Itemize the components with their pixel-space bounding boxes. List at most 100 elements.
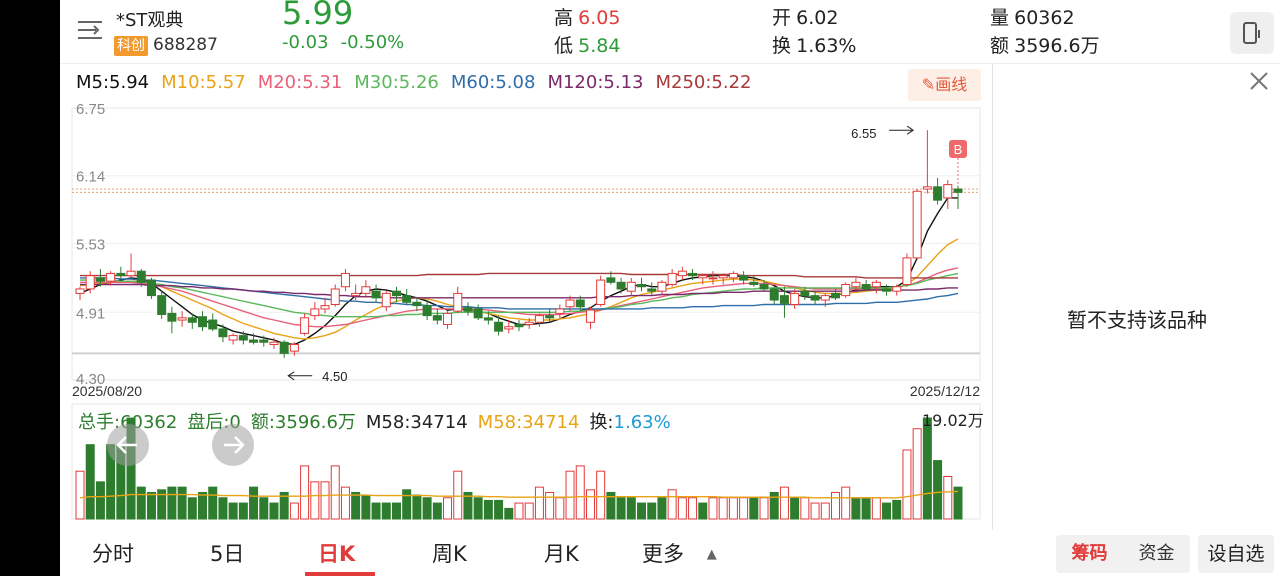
candle-body — [749, 281, 759, 286]
candle-body — [228, 335, 238, 341]
candle-body — [167, 312, 177, 322]
volume-bar — [494, 499, 504, 520]
header-divider — [60, 63, 1280, 64]
date-end-label: 2025/12/12 — [910, 383, 980, 399]
candle-body — [269, 341, 279, 345]
candle-body — [739, 275, 749, 281]
ma-legend-item: M20:5.31 — [257, 72, 343, 93]
candle-body — [820, 295, 830, 301]
draw-line-button[interactable]: ✎画线 — [908, 69, 981, 101]
tab-5day[interactable]: 5日 — [210, 542, 245, 566]
candle-body — [718, 275, 728, 279]
volume-bar — [473, 497, 483, 520]
candle-body — [494, 321, 504, 332]
volume-bar — [657, 497, 667, 520]
candle-body — [647, 288, 657, 292]
candle-body — [279, 341, 289, 354]
volume-bar — [146, 491, 156, 520]
volume-bar — [616, 497, 626, 520]
amount-label: 额 — [990, 35, 1010, 57]
ma-legend-item: M30:5.26 — [354, 72, 439, 93]
volume-bar — [238, 502, 248, 520]
volume-bar — [136, 486, 146, 520]
volume-bar — [524, 502, 534, 520]
candle-body — [698, 275, 708, 279]
volume-bar — [871, 497, 881, 520]
tab-monthly-k[interactable]: 月K — [544, 542, 579, 566]
amount-value: 3596.6万 — [1014, 35, 1100, 57]
kline-chart[interactable]: 6.75 6.14 5.53 4.91 4.30 6.55 4.50 B 2025/08/20 2… — [60, 100, 992, 530]
price-tick-label: 4.91 — [76, 305, 105, 322]
menu-icon[interactable] — [76, 16, 104, 44]
candle-body — [902, 257, 912, 286]
candle-body — [351, 292, 361, 297]
phone-button[interactable] — [1230, 12, 1274, 54]
volume-bar — [759, 497, 769, 520]
candle-body — [708, 277, 718, 280]
volume-bar — [453, 470, 463, 520]
volume-bar — [565, 470, 575, 520]
next-arrow-button[interactable] — [212, 424, 254, 466]
volume-bar — [504, 507, 514, 520]
unsupported-message: 暂不支持该品种 — [1067, 308, 1207, 332]
candle-body — [933, 186, 943, 201]
close-icon[interactable] — [1248, 70, 1270, 92]
candle-body — [810, 295, 820, 301]
tab-intraday[interactable]: 分时 — [92, 542, 134, 566]
chip-distribution-button[interactable]: 筹码 — [1071, 543, 1108, 564]
open-label: 开 — [772, 7, 792, 29]
candle-body — [545, 315, 555, 319]
volume-bar — [626, 497, 636, 520]
volume-bar — [340, 486, 350, 520]
tab-daily-k[interactable]: 日K — [318, 542, 356, 566]
volume-bar — [402, 489, 412, 520]
ma-line-m120 — [80, 283, 958, 299]
fund-flow-button[interactable]: 资金 — [1138, 543, 1175, 564]
candle-body — [249, 339, 259, 343]
candle-body — [157, 295, 167, 315]
add-watchlist-button[interactable]: 设自选 — [1198, 535, 1274, 573]
volume-bar — [749, 497, 759, 520]
tab-weekly-k[interactable]: 周K — [432, 542, 467, 566]
candle-body — [514, 323, 524, 328]
candle-body — [187, 317, 197, 323]
candle-body — [198, 316, 208, 328]
pencil-icon: ✎ — [921, 75, 936, 94]
candle-body — [330, 288, 340, 306]
volume-bar — [330, 465, 340, 520]
turnover-label: 换 — [772, 35, 792, 57]
volume-bar — [800, 497, 810, 520]
volume-bar — [882, 502, 892, 520]
candle-body — [238, 335, 248, 341]
phone-icon — [1243, 22, 1260, 44]
volume-bar — [300, 465, 310, 520]
volume-bar — [95, 481, 105, 520]
price-tick-label: 6.75 — [76, 101, 105, 118]
candle-body — [116, 272, 126, 277]
candle-body — [300, 317, 310, 334]
current-price: 5.99 — [282, 0, 354, 32]
volume-ma-line — [79, 490, 959, 499]
bottom-tab-bar: 分时 5日 日K 周K 月K 更多 ▲ 筹码 资金 设自选 — [60, 530, 1280, 576]
volume-bar — [912, 428, 922, 520]
volume-bar — [391, 502, 401, 520]
volume-bar — [545, 491, 555, 520]
stock-app: *ST观典 科创 688287 5.99 -0.03 -0.50% 高 6.05 … — [60, 0, 1280, 576]
volume-bar — [75, 470, 85, 520]
candle-body — [208, 319, 218, 330]
arrow-left-icon — [116, 436, 137, 454]
volume-value: 60362 — [1014, 7, 1075, 29]
volume-bar — [718, 497, 728, 520]
candle-body — [688, 272, 698, 277]
volume-bar — [320, 481, 330, 520]
tab-more[interactable]: 更多 ▲ — [642, 538, 717, 568]
candle-body — [126, 270, 136, 277]
candle-body — [422, 305, 432, 317]
high-annotation: 6.55 — [851, 126, 876, 141]
ma-legend-item: M5:5.94 — [76, 72, 150, 93]
candle-body — [310, 308, 320, 317]
candle-body — [626, 281, 636, 292]
volume-bar — [126, 417, 136, 520]
prev-arrow-button[interactable] — [107, 424, 149, 466]
volume-bar — [596, 470, 606, 520]
